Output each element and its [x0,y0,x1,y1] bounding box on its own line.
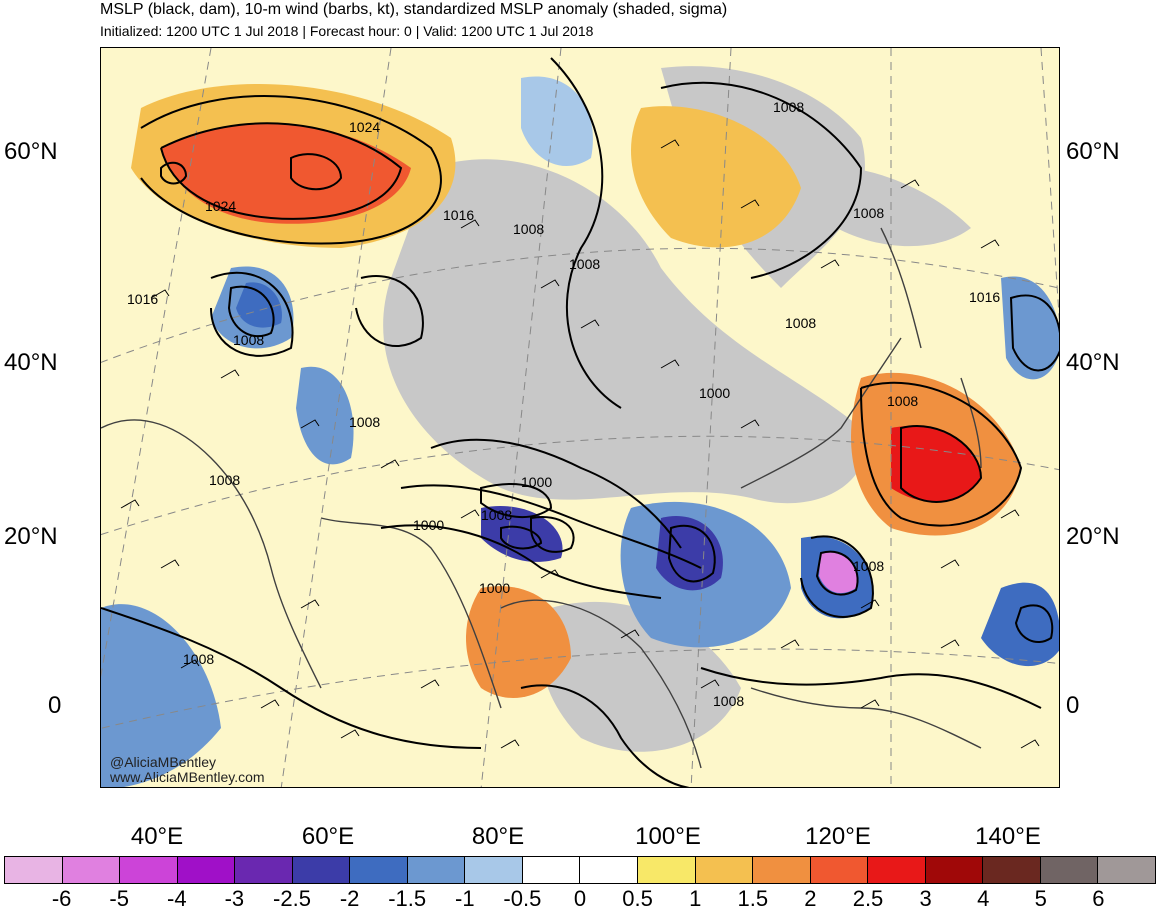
lat-label-left: 0 [48,692,62,719]
colorbar-swatch [810,857,869,883]
colorbar-swatch [983,857,1041,883]
colorbar-tick-label: -0.5 [503,886,542,911]
colorbar-tick-label: 6 [1092,886,1105,911]
contour-label: 1008 [481,507,512,523]
colorbar-tick-label: 3 [919,886,932,911]
anomaly-shading [101,48,1059,787]
colorbar-swatch [120,857,178,883]
colorbar-tick-label: 0.5 [622,886,653,911]
colorbar-swatch [350,857,408,883]
contour-label: 1008 [513,221,544,237]
colorbar-swatch [695,857,754,883]
contour-label: 1008 [349,414,380,430]
contour-label: 1008 [183,651,214,667]
colorbar-tick-label: -3 [224,886,245,911]
colorbar-tick-label: -6 [51,886,72,911]
contour-label: 1024 [349,119,380,135]
contour-label: 1008 [887,393,918,409]
contour-label: 1016 [443,207,474,223]
colorbar-tick-label: -1 [455,886,475,911]
colorbar-tick-label: 4 [977,886,990,911]
lon-label: 140°E [975,823,1041,850]
lon-label: 100°E [635,823,701,850]
lat-label-right: 40°N [1066,349,1120,376]
colorbar-swatch [925,857,984,883]
contour-label: 1008 [853,558,884,574]
lat-label-left: 60°N [4,138,58,165]
colorbar-tick-label: 2 [804,886,817,911]
colorbar-swatch [235,857,293,883]
contour-label: 1008 [853,205,884,221]
wind-barbs [120,139,1040,749]
lat-label-right: 60°N [1066,138,1120,165]
contour-label: 1000 [699,385,730,401]
contour-label: 1008 [773,99,804,115]
colorbar-swatch [5,857,63,883]
colorbar-tick-label: 1 [689,886,702,911]
colorbar-tick-label: -2 [339,886,360,911]
colorbar-swatch [177,857,236,883]
credit-site: www.AliciaMBentley.com [110,769,265,785]
credit-handle: @AliciaMBentley [110,754,217,770]
colorbar-swatch [62,857,121,883]
lat-label-right: 0 [1066,692,1080,719]
colorbar-tick-label: 0 [573,886,587,911]
colorbar-tick-label: 5 [1034,886,1047,911]
contour-label: 1024 [205,198,236,214]
colorbar-swatch [638,857,696,883]
colorbar-swatch [522,857,581,883]
contour-label: 1008 [233,332,264,348]
contour-label: 1008 [785,315,816,331]
lat-label-left: 20°N [4,523,58,550]
contour-label: 1016 [969,289,1000,305]
lon-label: 80°E [471,823,525,850]
lon-label: 40°E [130,823,184,850]
contour-labels: 1024 1024 1016 1008 1008 1008 1016 1008 … [127,99,1000,709]
lon-label: 120°E [805,823,871,850]
lat-label-right: 20°N [1066,523,1120,550]
colorbar-swatch [407,857,466,883]
contour-label: 1008 [713,693,744,709]
contour-label: 1000 [521,474,552,490]
contour-label: 1008 [569,256,600,272]
colorbar-tick-label: 2.5 [852,886,884,911]
map-subtitle: Initialized: 1200 UTC 1 Jul 2018 | Forec… [100,23,594,39]
map-canvas: 1024 1024 1016 1008 1008 1008 1016 1008 … [101,48,1059,787]
colorbar-tick-label: 1.5 [737,886,769,911]
contour-label: 1016 [127,291,158,307]
colorbar-swatch [292,857,351,883]
colorbar-swatch [753,857,811,883]
colorbar-swatch [580,857,639,883]
colorbar-tick-label: -4 [167,886,187,911]
contour-label: 1000 [479,580,510,596]
map-title: MSLP (black, dam), 10-m wind (barbs, kt)… [100,1,728,18]
colorbar-swatch [1098,857,1155,883]
colorbar-tick-label: -2.5 [273,886,311,911]
lon-label: 60°E [301,823,355,850]
colorbar-tick-label: -5 [109,886,129,911]
colorbar [4,856,1156,884]
mslp-contours [101,57,1059,787]
colorbar-swatch [868,857,926,883]
colorbar-swatch [465,857,523,883]
lat-label-left: 40°N [4,349,58,376]
map-panel: 1024 1024 1016 1008 1008 1008 1016 1008 … [100,47,1060,788]
colorbar-tick-label: -1.5 [388,886,427,911]
contour-label: 1008 [209,472,240,488]
colorbar-swatch [1040,857,1099,883]
contour-label: 1000 [413,517,444,533]
